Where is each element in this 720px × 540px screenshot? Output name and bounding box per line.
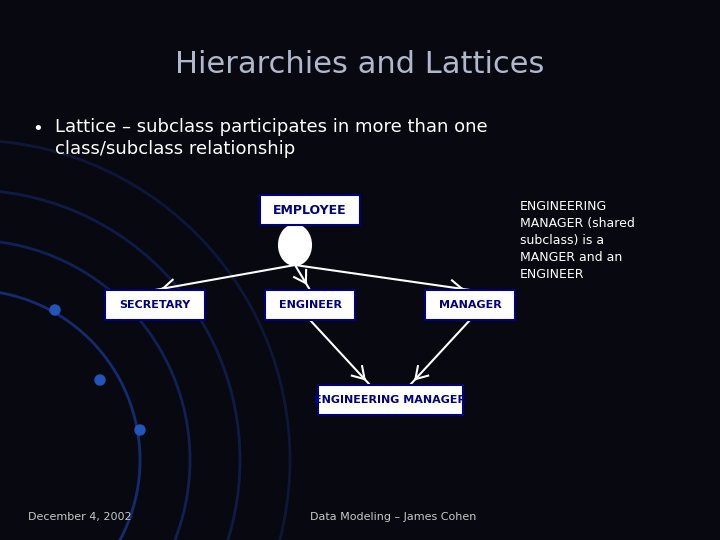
Text: ENGINEERING MANAGER: ENGINEERING MANAGER xyxy=(314,395,466,405)
FancyBboxPatch shape xyxy=(265,290,355,320)
Text: EMPLOYEE: EMPLOYEE xyxy=(273,204,347,217)
Text: SECRETARY: SECRETARY xyxy=(120,300,191,310)
Text: ENGINEERING
MANAGER (shared
subclass) is a
MANGER and an
ENGINEER: ENGINEERING MANAGER (shared subclass) is… xyxy=(520,200,635,281)
Text: class/subclass relationship: class/subclass relationship xyxy=(55,140,295,158)
Circle shape xyxy=(50,305,60,315)
Text: Data Modeling – James Cohen: Data Modeling – James Cohen xyxy=(310,512,477,522)
FancyBboxPatch shape xyxy=(425,290,515,320)
Text: December 4, 2002: December 4, 2002 xyxy=(28,512,132,522)
Circle shape xyxy=(135,425,145,435)
Ellipse shape xyxy=(279,225,311,265)
Text: •: • xyxy=(32,120,43,138)
FancyBboxPatch shape xyxy=(260,195,360,225)
Text: ENGINEER: ENGINEER xyxy=(279,300,341,310)
Text: MANAGER: MANAGER xyxy=(438,300,501,310)
Text: Lattice – subclass participates in more than one: Lattice – subclass participates in more … xyxy=(55,118,487,136)
FancyBboxPatch shape xyxy=(318,385,462,415)
Circle shape xyxy=(95,375,105,385)
FancyBboxPatch shape xyxy=(105,290,205,320)
Text: Hierarchies and Lattices: Hierarchies and Lattices xyxy=(175,50,545,79)
